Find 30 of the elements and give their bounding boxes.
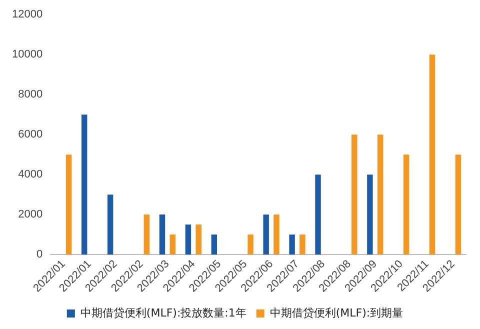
bar [248, 234, 254, 255]
bar [263, 214, 269, 255]
bar [429, 54, 436, 255]
bar [274, 214, 280, 255]
bar [455, 154, 462, 255]
y-tick-label: 8000 [18, 88, 43, 101]
legend-label: 中期借贷便利(MLF):投放数量:1年 [80, 306, 246, 320]
y-tick-label: 0 [36, 248, 43, 261]
bar [107, 194, 114, 255]
bar [289, 234, 295, 255]
bar [352, 134, 358, 255]
bar [300, 234, 306, 255]
y-tick-label: 6000 [18, 128, 43, 141]
y-tick-label: 12000 [12, 8, 43, 21]
bar [170, 234, 176, 255]
bar [377, 134, 384, 255]
bar [81, 114, 88, 255]
y-tick-label: 2000 [18, 208, 43, 221]
bar [66, 154, 72, 255]
bar [159, 214, 166, 255]
legend-label: 中期借贷便利(MLF):到期量 [270, 306, 404, 320]
bar [144, 214, 150, 255]
bar [315, 174, 321, 255]
bar [403, 154, 410, 255]
bar [367, 174, 373, 255]
y-tick-label: 10000 [12, 48, 43, 61]
y-tick-label: 4000 [18, 168, 43, 181]
bar [196, 224, 202, 255]
bar [211, 234, 218, 255]
bar [185, 224, 192, 255]
